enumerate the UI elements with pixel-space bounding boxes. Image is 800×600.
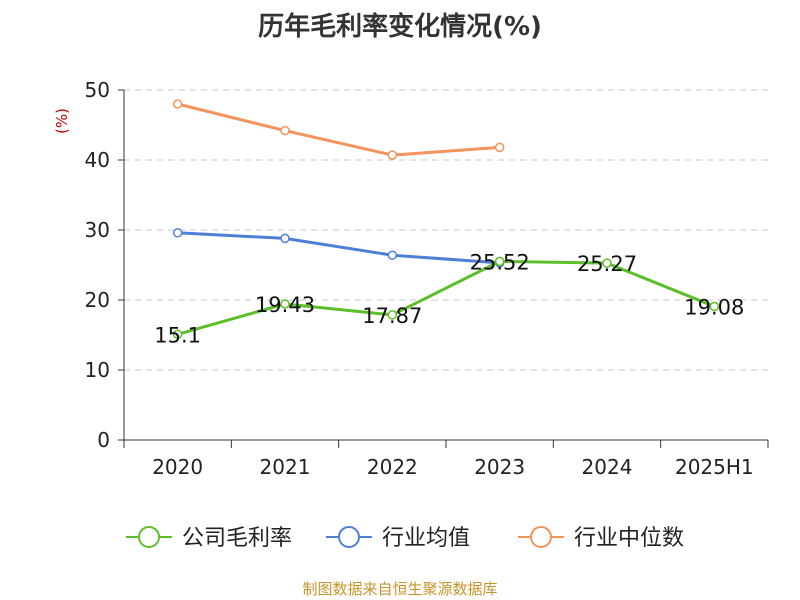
y-tick-label: 40 <box>85 148 110 172</box>
data-point <box>387 250 398 260</box>
series-line <box>177 102 500 157</box>
data-label: 25.52 <box>470 250 530 274</box>
legend-marker <box>338 526 360 548</box>
legend-label: 行业均值 <box>382 526 470 551</box>
data-point <box>172 99 183 109</box>
legend-label: 行业中位数 <box>574 526 684 551</box>
data-point <box>709 301 720 312</box>
x-tick-label: 2021 <box>260 455 311 479</box>
series-line <box>177 231 500 265</box>
legend-label: 公司毛利率 <box>182 526 292 551</box>
y-tick-label: 10 <box>85 358 110 382</box>
x-tick-label: 2020 <box>152 455 203 479</box>
y-tick-label: 0 <box>97 428 110 452</box>
data-label: 19.43 <box>255 293 315 317</box>
y-tick-label: 20 <box>85 288 110 312</box>
x-tick-label: 2024 <box>582 455 633 479</box>
y-tick-label: 50 <box>85 78 110 102</box>
x-tick-label: 2023 <box>474 455 525 479</box>
series-line <box>177 259 715 336</box>
data-label: 17.87 <box>362 304 422 328</box>
data-label: 19.08 <box>684 295 744 319</box>
data-point <box>387 150 398 160</box>
data-point <box>387 310 398 320</box>
data-point <box>280 299 290 309</box>
data-point <box>280 233 290 244</box>
data-point <box>280 125 290 136</box>
data-point <box>494 142 505 153</box>
data-label: 25.27 <box>577 252 637 276</box>
source-note: 制图数据来自恒生聚源数据库 <box>302 580 498 598</box>
y-tick-label: 30 <box>85 218 110 242</box>
legend-marker <box>138 526 160 548</box>
data-point <box>172 329 183 340</box>
data-point <box>602 258 612 268</box>
data-label: 15.1 <box>154 323 201 347</box>
data-point <box>172 228 183 238</box>
data-point <box>494 256 505 267</box>
chart-title: 历年毛利率变化情况(%) <box>258 12 542 42</box>
x-tick-label: 2025H1 <box>675 455 754 479</box>
x-tick-label: 2022 <box>367 455 418 479</box>
legend-marker <box>530 526 552 548</box>
